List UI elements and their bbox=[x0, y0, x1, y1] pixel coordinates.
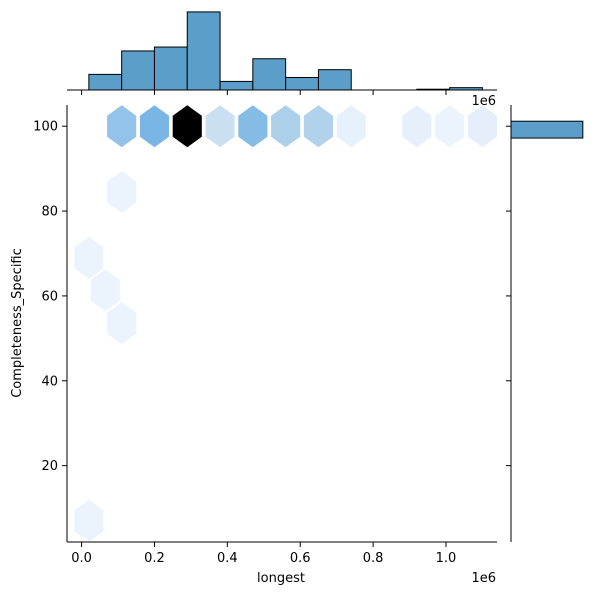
marginal-x-bar bbox=[186, 11, 221, 91]
x-tick-label: 0.4 bbox=[217, 551, 238, 566]
hexbin bbox=[336, 105, 366, 148]
hexbin bbox=[74, 499, 104, 542]
hexbin bbox=[107, 171, 137, 213]
y-tick-label: 60 bbox=[41, 289, 58, 304]
hexbin bbox=[90, 269, 120, 312]
marginal-x-bar bbox=[252, 58, 287, 91]
x-tick-label: 1.0 bbox=[436, 551, 457, 566]
y-axis: 20 40 60 80 100 bbox=[33, 120, 511, 474]
hexbin bbox=[402, 105, 432, 148]
y-axis-label: Completeness_Specific bbox=[10, 248, 25, 398]
y-tick-label: 100 bbox=[33, 120, 58, 135]
x-offset-label: 1e6 bbox=[471, 571, 496, 586]
marginal-x-bar bbox=[153, 46, 188, 91]
hexbin bbox=[271, 105, 301, 148]
x-axis: 0.0 0.2 0.4 0.6 0.8 1.0 bbox=[71, 90, 456, 566]
y-tick-label: 20 bbox=[41, 459, 58, 474]
hexbin bbox=[74, 236, 104, 279]
marginal-x-bar bbox=[121, 50, 155, 91]
hexbin bbox=[205, 105, 235, 148]
hexbin bbox=[238, 105, 268, 148]
hexbin bbox=[172, 105, 202, 148]
hexbin bbox=[303, 105, 333, 148]
marginal-x-bar bbox=[317, 69, 352, 91]
marginal-x-histogram bbox=[67, 11, 497, 91]
marginal-y-bar bbox=[510, 120, 584, 139]
marginal-y-histogram bbox=[510, 105, 584, 542]
marginal-x-offset-label: 1e6 bbox=[471, 94, 496, 109]
x-tick-label: 0.8 bbox=[363, 551, 384, 566]
joint-hexbin-area bbox=[66, 105, 497, 543]
x-tick-label: 0.6 bbox=[290, 551, 311, 566]
hexbin bbox=[107, 105, 137, 148]
marginal-x-bar bbox=[285, 77, 319, 91]
hexbin bbox=[467, 105, 497, 148]
x-axis-label: longest bbox=[257, 571, 305, 586]
hexbin bbox=[139, 105, 169, 148]
y-tick-label: 40 bbox=[41, 374, 58, 389]
y-tick-label: 80 bbox=[41, 205, 58, 220]
hexbin bbox=[435, 105, 465, 148]
x-tick-label: 0.0 bbox=[71, 551, 92, 566]
marginal-x-bar bbox=[219, 80, 254, 91]
x-tick-label: 0.2 bbox=[144, 551, 165, 566]
marginal-x-bar bbox=[88, 73, 123, 91]
hexbin bbox=[107, 302, 137, 345]
